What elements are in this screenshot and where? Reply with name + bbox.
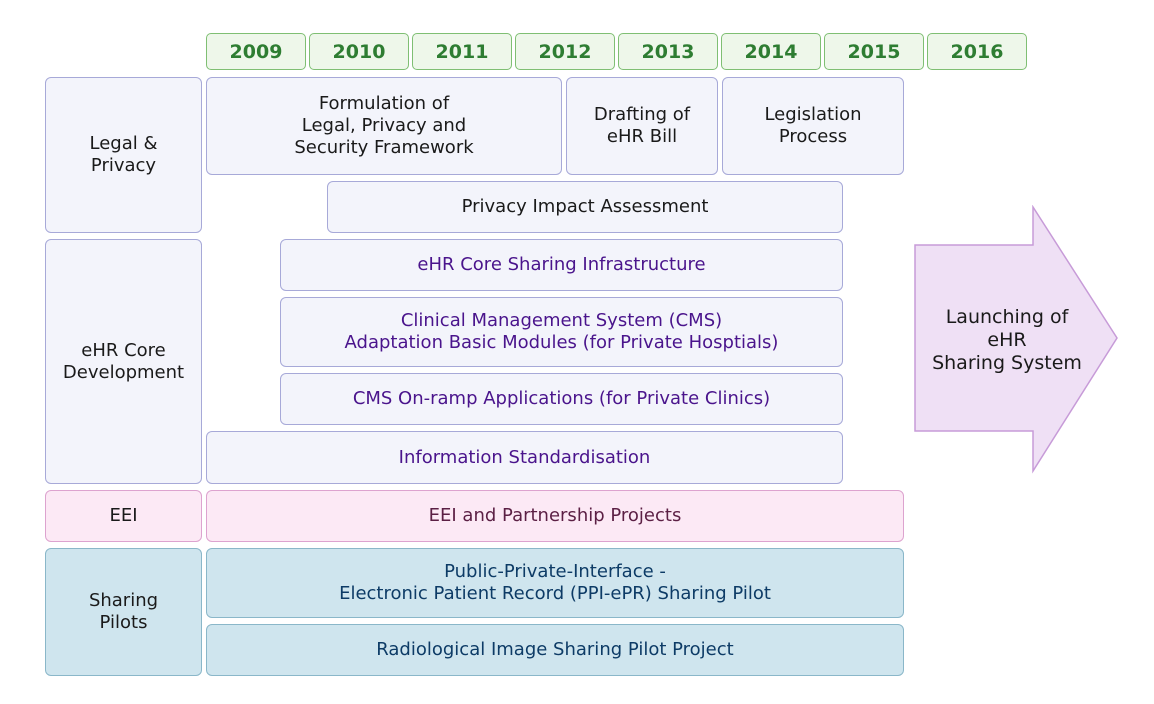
year-2010: 2010 [309,33,409,70]
launch-arrow-shape [914,205,1118,474]
bar-privacy-impact-assessment: Privacy Impact Assessment [327,181,843,233]
bar-formulation-framework: Formulation of Legal, Privacy and Securi… [206,77,562,175]
bar-ehr-core-sharing-infrastructure: eHR Core Sharing Infrastructure [280,239,843,291]
year-2009: 2009 [206,33,306,70]
launch-arrow-label: Launching of eHR Sharing System [932,305,1082,374]
category-eei: EEI [45,490,202,542]
category-sharing-pilots: Sharing Pilots [45,548,202,676]
bar-drafting-ehr-bill: Drafting of eHR Bill [566,77,718,175]
bar-legislation-process: Legislation Process [722,77,904,175]
year-2013: 2013 [618,33,718,70]
year-2012: 2012 [515,33,615,70]
year-2011: 2011 [412,33,512,70]
bar-information-standardisation: Information Standardisation [206,431,843,484]
bar-eei-partnership-projects: EEI and Partnership Projects [206,490,904,542]
year-2014: 2014 [721,33,821,70]
bar-cms-adaptation: Clinical Management System (CMS) Adaptat… [280,297,843,367]
year-2016: 2016 [927,33,1027,70]
bar-cms-onramp: CMS On-ramp Applications (for Private Cl… [280,373,843,425]
year-2015: 2015 [824,33,924,70]
bar-radiological-image-sharing: Radiological Image Sharing Pilot Project [206,624,904,676]
category-ehr-core-development: eHR Core Development [45,239,202,484]
bar-ppi-epr-sharing-pilot: Public-Private-Interface - Electronic Pa… [206,548,904,618]
category-legal-privacy: Legal & Privacy [45,77,202,233]
